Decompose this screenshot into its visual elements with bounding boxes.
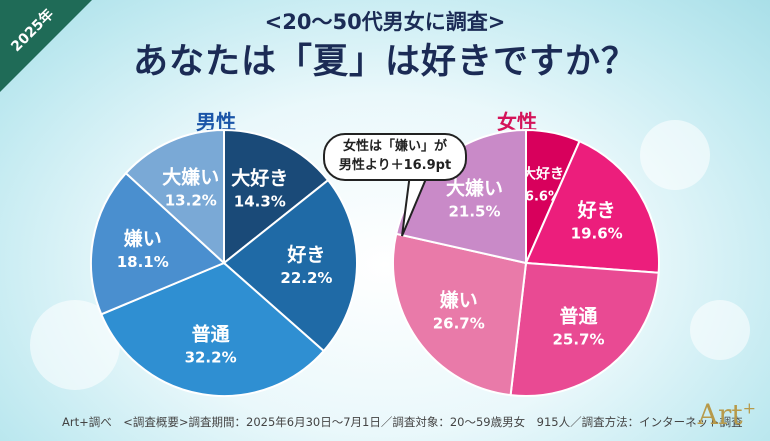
female-slice-category-3: 嫌い — [440, 289, 478, 312]
female-pie-chart: 大好き 6.6% 好き 19.6% 普通 25.7% 嫌い 26.7% 大嫌い 21.5% — [392, 128, 660, 397]
female-slice-category-1: 好き — [577, 199, 616, 222]
female-slice-value-4: 21.5% — [448, 203, 500, 221]
male-slice-1 — [222, 178, 358, 353]
male-slice-4 — [124, 128, 225, 266]
male-slice-value-2: 32.2% — [185, 348, 237, 366]
male-slice-0 — [223, 128, 330, 266]
male-slice-2 — [99, 261, 326, 397]
male-slice-3 — [90, 171, 226, 316]
logo-text: Art — [697, 398, 743, 431]
male-slice-category-3: 嫌い — [124, 227, 162, 250]
callout-bubble: 女性は「嫌い」が 男性より＋16.9pt — [323, 133, 467, 181]
female-slice-value-2: 25.7% — [552, 331, 604, 349]
year-badge-corner — [0, 0, 92, 92]
brand-logo: Art+ — [698, 398, 756, 431]
survey-footnote: Art+調べ <調査概要>調査期間：2025年6月30日～7月1日／調査対象：2… — [62, 415, 743, 429]
male-slice-category-4: 大嫌い — [162, 166, 219, 189]
survey-subtitle: <20～50代男女に調査> — [264, 10, 506, 34]
bokeh-decoration — [690, 300, 750, 360]
logo-plus: + — [742, 398, 756, 418]
female-slice-1 — [524, 139, 660, 274]
male-slice-category-1: 好き — [286, 243, 325, 266]
callout-line-1: 女性は「嫌い」が — [342, 139, 447, 154]
bokeh-decoration — [640, 120, 710, 190]
female-slice-3 — [392, 232, 528, 397]
female-slice-value-0: 6.6% — [525, 189, 561, 204]
male-slice-category-0: 大好き — [231, 167, 288, 190]
female-slice-2 — [509, 261, 660, 397]
female-slice-category-2: 普通 — [560, 305, 599, 328]
male-slice-value-0: 14.3% — [234, 193, 286, 211]
male-slice-value-1: 22.2% — [280, 269, 332, 287]
callout-line-2: 男性より＋16.9pt — [338, 158, 452, 173]
female-slice-category-0: 大好き — [522, 165, 564, 182]
female-slice-value-1: 19.6% — [571, 225, 623, 243]
female-slice-category-4: 大嫌い — [446, 177, 503, 200]
female-slice-value-3: 26.7% — [433, 315, 485, 333]
male-pie-chart: 大好き 14.3% 好き 22.2% 普通 32.2% 嫌い 18.1% 大嫌い 13.2% — [90, 128, 358, 397]
page-title: あなたは「夏」は好きですか？ — [132, 42, 637, 82]
male-slice-value-4: 13.2% — [165, 192, 217, 210]
male-slice-value-3: 18.1% — [117, 253, 169, 271]
male-slice-category-2: 普通 — [192, 322, 231, 345]
